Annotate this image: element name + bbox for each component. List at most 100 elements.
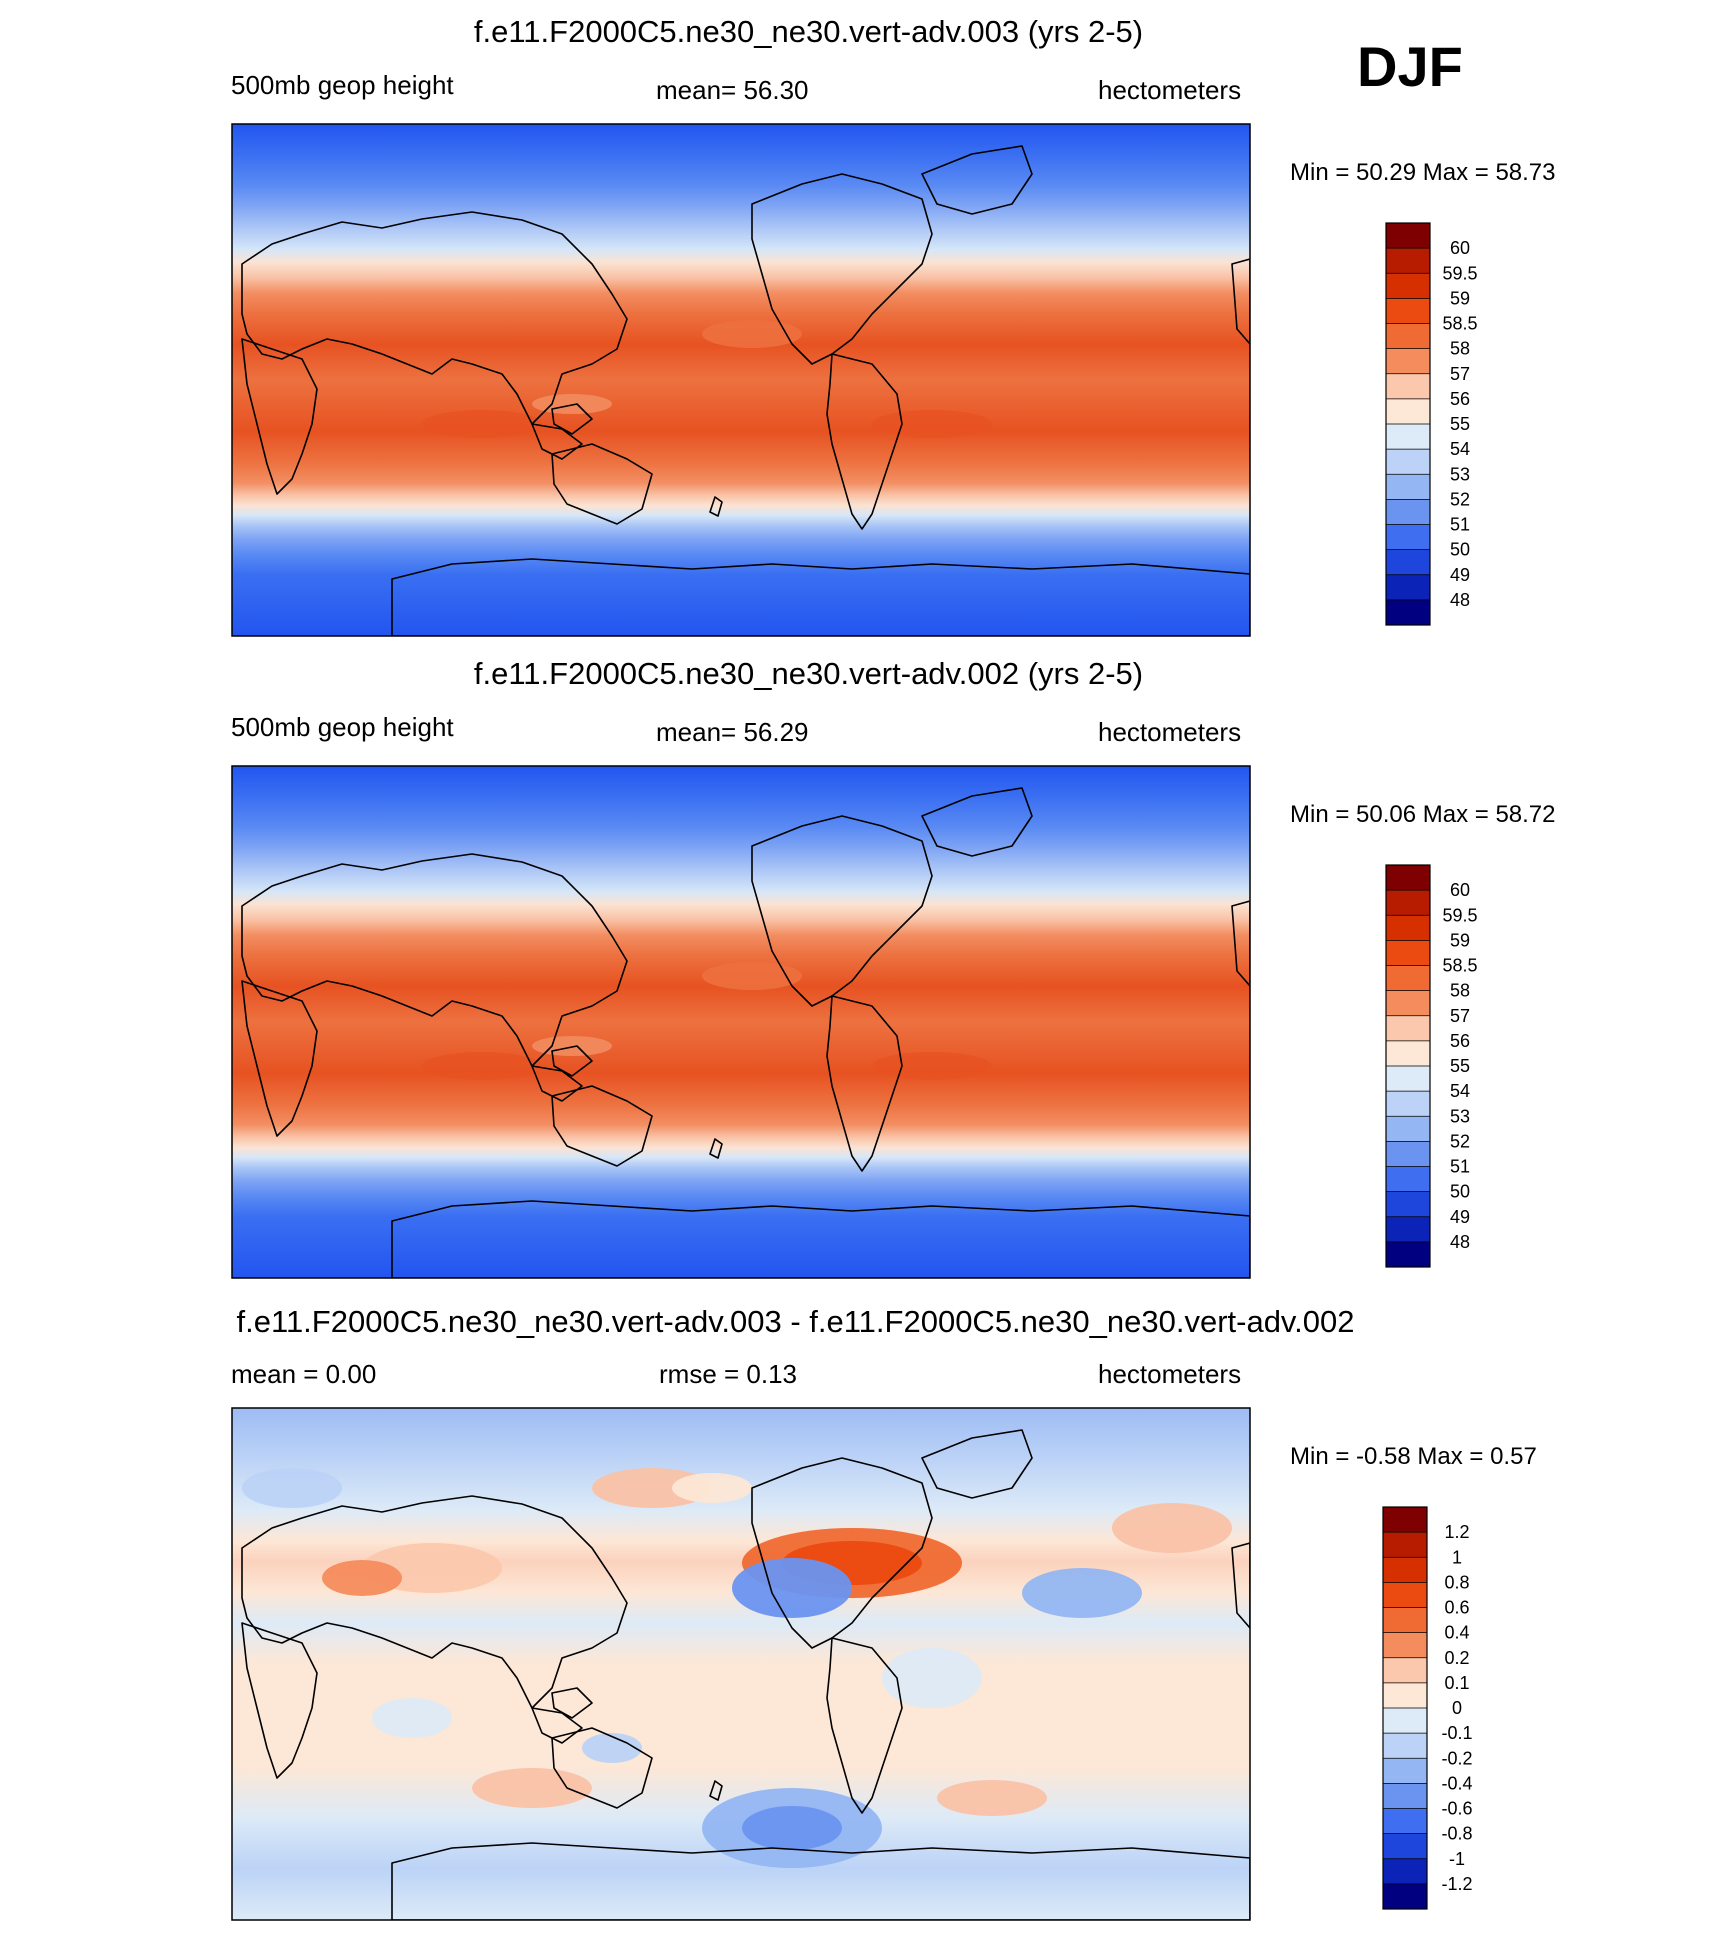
panel-3-title: f.e11.F2000C5.ne30_ne30.vert-adv.003 - f… xyxy=(236,1304,1355,1339)
colorbar-label-10: 52 xyxy=(1450,489,1470,509)
anomaly-blob-13 xyxy=(882,1648,982,1708)
colorbar-box-2 xyxy=(1386,915,1430,941)
panel-3-mean-label: mean = 0.00 xyxy=(231,1359,377,1389)
anomaly-blob-10 xyxy=(592,1468,712,1508)
colorbar-label-9: -0.2 xyxy=(1441,1748,1472,1768)
colorbar-label-6: 56 xyxy=(1450,1031,1470,1051)
anomaly-blob-12 xyxy=(372,1698,452,1738)
colorbar-label-3: 0.6 xyxy=(1444,1598,1469,1618)
coastlines xyxy=(241,787,1250,1278)
colorbar-box-14 xyxy=(1383,1858,1427,1884)
coastline-4 xyxy=(551,1727,653,1809)
colorbar-box-5 xyxy=(1386,348,1430,374)
colorbar-box-10 xyxy=(1386,1116,1430,1142)
colorbar-box-0 xyxy=(1386,223,1430,249)
colorbar-box-13 xyxy=(1386,1191,1430,1217)
colorbar-box-9 xyxy=(1386,1091,1430,1117)
colorbar-box-4 xyxy=(1386,965,1430,991)
panel-1-title: f.e11.F2000C5.ne30_ne30.vert-adv.003 (yr… xyxy=(473,14,1144,49)
coastline-8 xyxy=(826,995,903,1172)
season-label: DJF xyxy=(1357,35,1463,98)
colorbar-box-6 xyxy=(1383,1657,1427,1683)
coastline-6 xyxy=(751,1457,933,1649)
field-background xyxy=(232,766,1250,1278)
colorbar-label-1: 59.5 xyxy=(1442,905,1477,925)
coastline-4 xyxy=(551,443,653,525)
panel-1-colorbar: 60 59.5 59 58.5 58 57 56 55 54 53 52 51 50 49 48 xyxy=(1385,222,1478,626)
colorbar-box-10 xyxy=(1386,474,1430,500)
colorbar-label-14: 48 xyxy=(1450,590,1470,610)
colorbar-box-14 xyxy=(1386,1216,1430,1242)
coastline-0 xyxy=(241,1495,628,1709)
coastline-6 xyxy=(751,815,933,1007)
coastline-5 xyxy=(709,1138,723,1159)
colorbar-box-7 xyxy=(1383,1682,1427,1708)
colorbar-box-10 xyxy=(1383,1758,1427,1784)
colorbar-label-8: 54 xyxy=(1450,439,1470,459)
colorbar-label-11: 51 xyxy=(1450,515,1470,535)
field-spot-1 xyxy=(422,1052,542,1080)
panel-2-left-label: 500mb geop height xyxy=(231,712,454,742)
colorbar-label-2: 59 xyxy=(1450,930,1470,950)
anomaly-blob-15 xyxy=(582,1733,642,1763)
colorbar-box-2 xyxy=(1383,1557,1427,1583)
anomaly-blob-11 xyxy=(672,1473,752,1503)
map-frame xyxy=(231,765,1251,1279)
colorbar-box-13 xyxy=(1383,1833,1427,1859)
colorbar-label-12: -0.8 xyxy=(1441,1824,1472,1844)
colorbar-label-7: 55 xyxy=(1450,414,1470,434)
colorbar-label-14: 48 xyxy=(1450,1232,1470,1252)
coastline-10 xyxy=(1231,258,1250,345)
anomaly-blob-8 xyxy=(472,1768,592,1808)
colorbar-label-0: 1.2 xyxy=(1444,1522,1469,1542)
colorbar-label-0: 60 xyxy=(1450,880,1470,900)
colorbar-box-1 xyxy=(1383,1532,1427,1558)
panel-3-rmse-label: rmse = 0.13 xyxy=(659,1359,798,1389)
panel-1-map xyxy=(231,123,1251,637)
colorbar-box-2 xyxy=(1386,273,1430,299)
coastline-4 xyxy=(551,1085,653,1167)
colorbar-box-11 xyxy=(1386,1141,1430,1167)
panel-2-title: f.e11.F2000C5.ne30_ne30.vert-adv.002 (yr… xyxy=(473,656,1144,691)
colorbar-label-8: -0.1 xyxy=(1441,1723,1472,1743)
coastline-2 xyxy=(551,1687,593,1719)
anomaly-blob-16 xyxy=(242,1468,342,1508)
colorbar-label-6: 56 xyxy=(1450,389,1470,409)
colorbar-label-7: 55 xyxy=(1450,1056,1470,1076)
colorbar-box-5 xyxy=(1383,1632,1427,1658)
colorbar-label-8: 54 xyxy=(1450,1081,1470,1101)
colorbar-label-4: 0.4 xyxy=(1444,1623,1469,1643)
colorbar-box-8 xyxy=(1383,1708,1427,1734)
colorbar-box-3 xyxy=(1386,298,1430,324)
anomaly-blob-9 xyxy=(937,1780,1047,1816)
map-frame xyxy=(231,1407,1251,1921)
colorbar-box-15 xyxy=(1386,1241,1430,1267)
coastline-0 xyxy=(241,211,628,425)
panel-1-mean-label: mean= 56.30 xyxy=(656,75,809,105)
colorbar-label-5: 57 xyxy=(1450,364,1470,384)
field-spot-0 xyxy=(702,320,802,348)
colorbar-label-12: 50 xyxy=(1450,1182,1470,1202)
anomaly-blob-7 xyxy=(742,1806,842,1850)
colorbar-label-1: 59.5 xyxy=(1442,263,1477,283)
colorbar-box-7 xyxy=(1386,398,1430,424)
coastline-0 xyxy=(241,853,628,1067)
coastline-1 xyxy=(241,1622,318,1779)
colorbar-label-9: 53 xyxy=(1450,464,1470,484)
coastline-10 xyxy=(1231,900,1250,987)
field-spot-1 xyxy=(422,410,542,438)
coastline-9 xyxy=(391,1200,1250,1278)
colorbar-label-14: -1.2 xyxy=(1441,1874,1472,1894)
colorbar-label-10: 52 xyxy=(1450,1131,1470,1151)
colorbar-label-2: 59 xyxy=(1450,288,1470,308)
coastline-7 xyxy=(921,1429,1033,1499)
colorbar-box-12 xyxy=(1386,1166,1430,1192)
colorbar-label-4: 58 xyxy=(1450,981,1470,1001)
colorbar-label-3: 58.5 xyxy=(1442,314,1477,334)
colorbar-label-5: 57 xyxy=(1450,1006,1470,1026)
coastline-8 xyxy=(826,353,903,530)
colorbar-box-12 xyxy=(1383,1808,1427,1834)
coastline-7 xyxy=(921,145,1033,215)
colorbar-box-6 xyxy=(1386,373,1430,399)
colorbar-box-13 xyxy=(1386,549,1430,575)
